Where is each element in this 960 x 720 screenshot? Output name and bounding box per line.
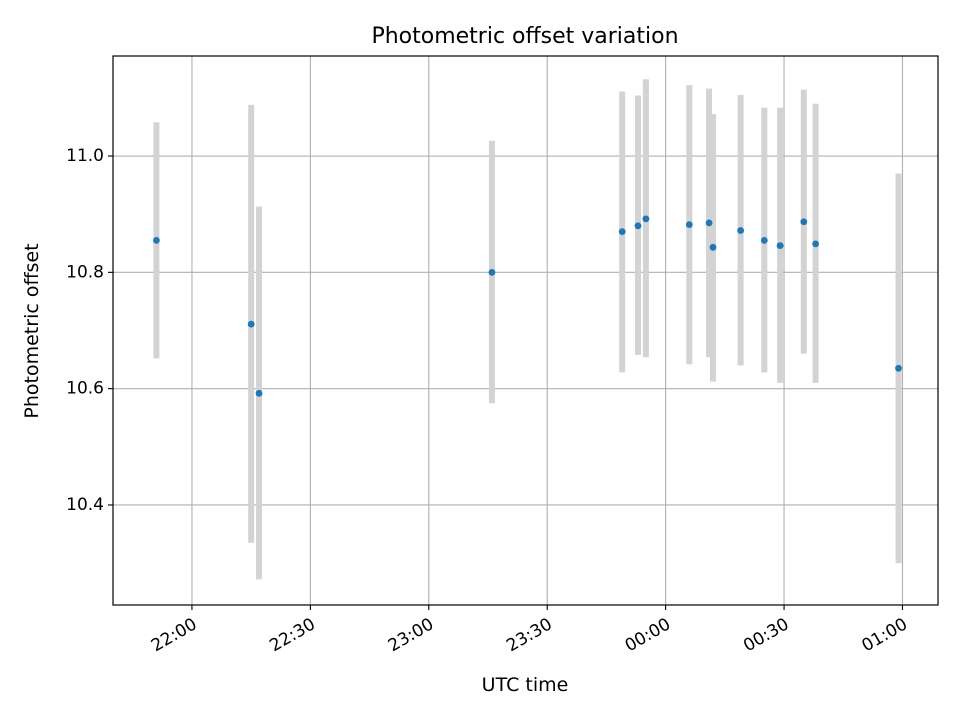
data-point (776, 242, 784, 249)
data-point (618, 228, 626, 236)
x-tick-label: 23:00 (385, 614, 437, 656)
x-tick-label: 00:30 (740, 614, 792, 656)
x-tick-label: 23:30 (503, 614, 555, 656)
data-point (800, 218, 808, 226)
y-axis-label: Photometric offset (21, 243, 43, 418)
y-tick-label: 11.0 (66, 146, 104, 166)
x-tick-label: 01:00 (859, 614, 911, 656)
plot-frame (112, 55, 939, 606)
x-tick-label: 22:30 (266, 614, 318, 656)
data-point (812, 240, 820, 248)
data-point (705, 219, 713, 227)
data-point (488, 268, 496, 276)
y-tick-label: 10.4 (66, 495, 104, 515)
x-tick-label: 00:00 (622, 614, 674, 656)
data-point (685, 221, 693, 229)
data-point (247, 320, 255, 328)
x-axis-label: UTC time (482, 674, 569, 696)
data-point (642, 215, 650, 223)
data-point (634, 222, 642, 230)
data-point (709, 243, 717, 251)
data-point (760, 236, 768, 244)
data-point (895, 364, 902, 372)
data-point (153, 236, 160, 244)
chart-title: Photometric offset variation (371, 24, 678, 49)
data-point (255, 389, 263, 397)
y-tick-label: 10.6 (66, 379, 104, 399)
y-axis-ticks: 10.4 10.6 10.8 11.0 (66, 146, 113, 515)
x-axis-ticks: 22:00 22:30 23:00 23:30 00:00 00:30 01:00 (148, 605, 911, 656)
data-points (153, 215, 902, 397)
x-tick-label: 22:00 (148, 614, 200, 656)
data-point (737, 227, 745, 234)
y-tick-label: 10.8 (66, 262, 104, 282)
